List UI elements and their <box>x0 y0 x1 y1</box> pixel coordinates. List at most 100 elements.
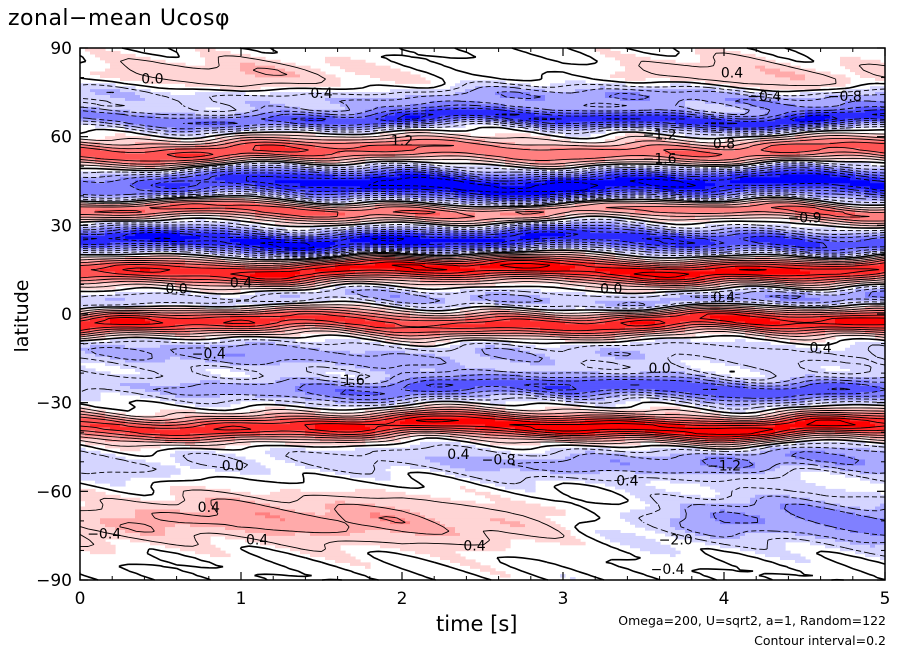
heatmap-cell <box>615 71 766 76</box>
contour-label: 0.4 <box>246 533 268 549</box>
heatmap-cell <box>830 306 866 311</box>
heatmap-cell <box>140 268 151 272</box>
heatmap-cell <box>180 265 246 270</box>
heatmap-cell <box>535 159 551 164</box>
heatmap-cell <box>695 403 726 408</box>
heatmap-cell <box>365 327 541 331</box>
heatmap-cell <box>105 297 126 302</box>
heatmap-cell <box>395 112 536 117</box>
heatmap-cell <box>540 236 686 240</box>
heatmap-cell <box>80 427 111 431</box>
heatmap-cell <box>770 318 836 322</box>
contour-labels: 0.00.40.4−0.4 −0.8−1.21.2−1.60.8−0.90.0 0.… <box>87 66 862 578</box>
heatmap-cell <box>620 239 711 243</box>
heatmap-cell <box>765 415 781 419</box>
heatmap-cell <box>850 177 881 181</box>
heatmap-cell <box>670 197 736 202</box>
heatmap-cell <box>370 165 436 170</box>
heatmap-cell <box>540 130 606 134</box>
heatmap-cell <box>240 250 271 255</box>
heatmap-cell <box>605 95 651 99</box>
heatmap-cell <box>625 68 761 73</box>
heatmap-cell <box>660 309 676 314</box>
heatmap-cell <box>615 177 676 181</box>
heatmap-cell <box>445 244 511 249</box>
heatmap-cell <box>425 118 441 123</box>
heatmap-cell <box>355 224 441 228</box>
heatmap-cell <box>605 535 646 540</box>
heatmap-cell <box>770 256 811 261</box>
heatmap-cell <box>460 309 491 314</box>
heatmap-cell <box>690 115 716 120</box>
heatmap-cell <box>430 294 471 299</box>
heatmap-cell <box>470 565 491 569</box>
heatmap-cell <box>585 418 636 422</box>
heatmap-cell <box>375 503 541 508</box>
heatmap-cell <box>585 171 606 175</box>
heatmap-cell <box>515 221 571 225</box>
heatmap-cell <box>755 550 791 555</box>
heatmap-cell <box>545 386 571 390</box>
heatmap-cell <box>615 224 646 228</box>
heatmap-cell <box>135 233 181 237</box>
heatmap-cell <box>355 447 491 452</box>
heatmap-cell <box>640 265 706 270</box>
heatmap-cell <box>445 300 496 305</box>
heatmap-cell <box>295 386 406 390</box>
heatmap-cell <box>100 121 126 126</box>
heatmap-cell <box>530 244 611 249</box>
heatmap-cell <box>540 330 621 334</box>
heatmap-cell <box>80 368 96 372</box>
heatmap-cell <box>265 406 286 411</box>
heatmap-cell <box>460 485 466 490</box>
heatmap-cell <box>845 218 886 223</box>
heatmap-cell <box>365 115 386 120</box>
contour-label: 1.6 <box>343 373 365 389</box>
heatmap-cell <box>210 344 301 349</box>
heatmap-cell <box>750 236 786 240</box>
heatmap-cell <box>620 512 681 516</box>
heatmap-cell <box>495 300 551 305</box>
heatmap-cell <box>80 236 126 240</box>
heatmap-cell <box>720 544 786 549</box>
heatmap-cell <box>855 341 886 346</box>
heatmap-cell <box>680 509 721 513</box>
heatmap-cell <box>570 453 626 458</box>
heatmap-cell <box>825 524 886 528</box>
heatmap-cell <box>290 136 391 140</box>
heatmap-cell <box>500 230 521 234</box>
heatmap-cell <box>845 100 886 105</box>
heatmap-cell <box>240 139 291 143</box>
heatmap-cell <box>860 239 886 243</box>
heatmap-cell <box>110 356 171 361</box>
heatmap-cell <box>95 156 216 161</box>
heatmap-cell <box>700 244 731 249</box>
heatmap-cell <box>565 212 631 217</box>
heatmap-cell <box>255 271 301 275</box>
heatmap-cell <box>675 121 821 126</box>
heatmap-cell <box>160 409 196 414</box>
heatmap-cell <box>520 347 601 352</box>
heatmap-cell <box>165 174 196 178</box>
heatmap-cell <box>640 144 691 149</box>
heatmap-cell <box>175 283 261 287</box>
heatmap-cell <box>80 112 126 117</box>
heatmap-cell <box>270 92 456 96</box>
heatmap-cell <box>605 174 676 178</box>
heatmap-cell <box>785 509 841 513</box>
contour-label: −0.4 <box>651 562 685 578</box>
x-tick-label: 4 <box>719 589 730 609</box>
heatmap-cell <box>710 406 766 411</box>
heatmap-cell <box>620 462 631 466</box>
heatmap-cell <box>810 541 851 546</box>
heatmap-cell <box>795 71 831 76</box>
heatmap-cell <box>655 433 686 437</box>
heatmap-cell <box>80 144 101 149</box>
heatmap-cell <box>255 186 276 190</box>
heatmap-cell <box>275 456 426 461</box>
heatmap-cell <box>120 435 156 440</box>
heatmap-cell <box>795 441 866 446</box>
heatmap-cell <box>435 518 491 522</box>
heatmap-cell <box>245 253 291 258</box>
heatmap-cell <box>560 344 796 349</box>
